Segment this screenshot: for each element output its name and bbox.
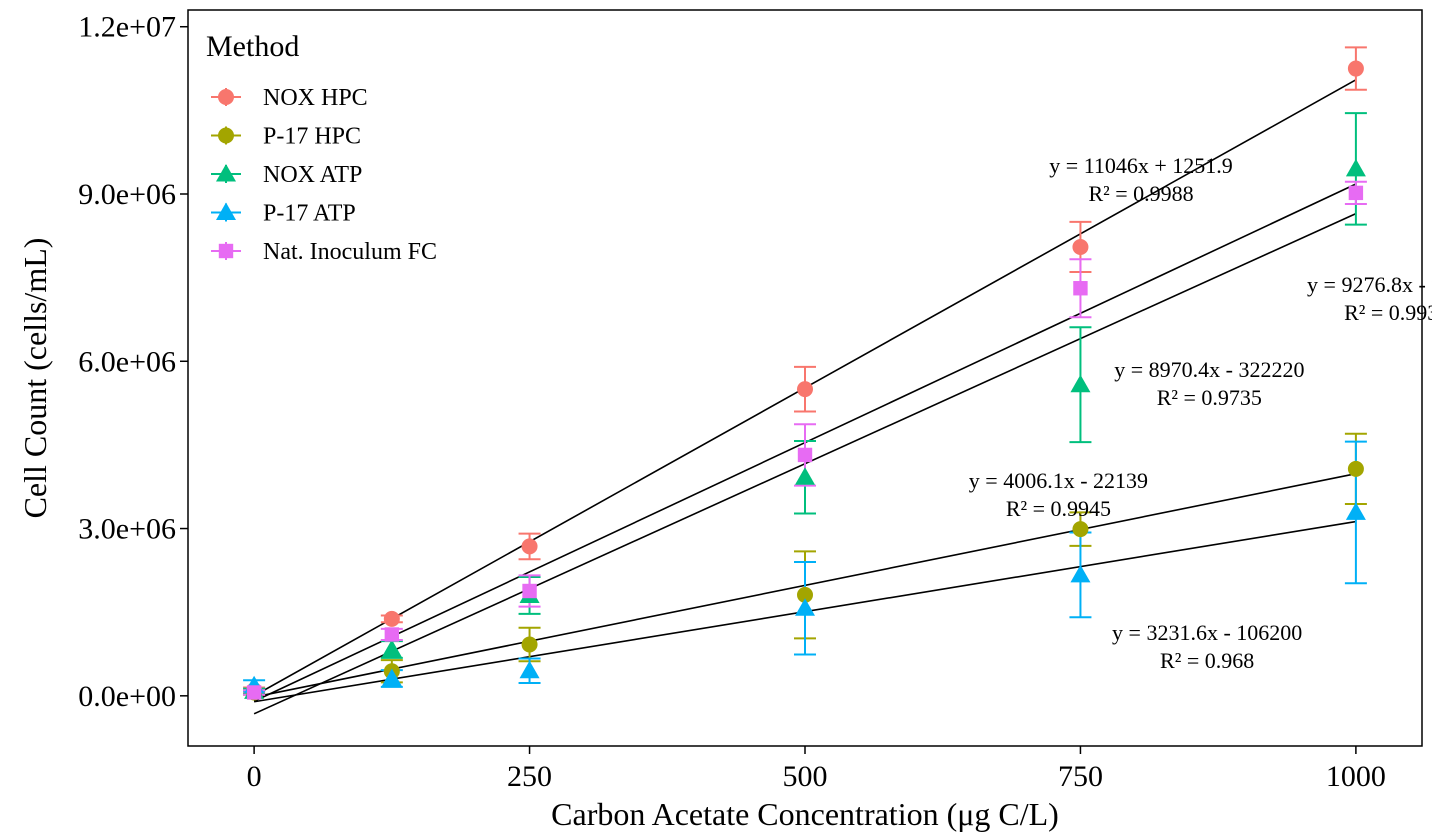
fit-equation: y = 11046x + 1251.9 xyxy=(1049,153,1233,178)
data-point xyxy=(1070,374,1091,393)
data-point xyxy=(383,610,400,627)
data-point xyxy=(1073,281,1088,296)
fit-r-squared: R² = 0.968 xyxy=(1160,648,1254,673)
fit-equation: y = 3231.6x - 106200 xyxy=(1112,620,1302,645)
y-axis-title: Cell Count (cells/mL) xyxy=(17,238,53,519)
y-tick-label: 3.0e+06 xyxy=(78,513,176,546)
x-tick-label: 250 xyxy=(507,760,552,793)
fit-r-squared: R² = 0.9735 xyxy=(1157,385,1262,410)
x-tick-label: 750 xyxy=(1058,760,1103,793)
y-axis: 0.0e+00 3.0e+06 6.0e+06 9.0e+06 1.2e+07 xyxy=(78,11,188,713)
data-point xyxy=(521,636,538,653)
data-point xyxy=(519,660,540,679)
fit-equation: y = 4006.1x - 22139 xyxy=(969,468,1148,493)
legend-item: NOX ATP xyxy=(211,162,362,188)
legend-label: P-17 ATP xyxy=(263,201,356,227)
data-point xyxy=(246,685,262,700)
data-point xyxy=(1345,502,1366,520)
data-point xyxy=(1072,238,1089,255)
legend-marker xyxy=(218,243,234,259)
data-point xyxy=(522,583,537,599)
fit-equation-labels: y = 11046x + 1251.9 R² = 0.9988 y = 9276.8… xyxy=(969,153,1432,673)
y-tick-label: 1.2e+07 xyxy=(78,11,176,44)
fit-r-squared: R² = 0.9933 xyxy=(1344,300,1432,325)
legend-marker xyxy=(218,89,234,105)
y-tick-label: 6.0e+06 xyxy=(78,345,176,378)
legend-marker xyxy=(216,164,236,182)
legend-item: P-17 HPC xyxy=(211,124,361,150)
legend-label: NOX ATP xyxy=(263,162,362,188)
fit-equation: y = 9276.8x - 97285 xyxy=(1307,272,1432,297)
x-tick-label: 500 xyxy=(783,760,828,793)
data-point xyxy=(795,467,815,485)
x-axis-title: Carbon Acetate Concentration (μg C/L) xyxy=(551,796,1059,832)
data-point xyxy=(797,447,813,463)
fit-r-squared: R² = 0.9945 xyxy=(1006,496,1111,521)
data-point xyxy=(1072,521,1089,538)
data-point xyxy=(795,598,815,616)
fit-r-squared: R² = 0.9988 xyxy=(1088,181,1193,206)
data-point xyxy=(1347,460,1364,477)
y-tick-label: 0.0e+00 xyxy=(78,680,176,713)
legend-item: Nat. Inoculum FC xyxy=(211,239,437,265)
legend-marker xyxy=(218,127,234,144)
data-point xyxy=(1347,60,1364,77)
data-point xyxy=(1348,185,1364,201)
x-tick-label: 1000 xyxy=(1326,760,1386,793)
legend-item: NOX HPC xyxy=(211,85,368,111)
data-point xyxy=(521,538,538,555)
x-axis: 0 250 500 750 1000 xyxy=(247,746,1386,793)
y-tick-label: 9.0e+06 xyxy=(78,178,176,211)
data-point xyxy=(381,668,402,687)
data-point xyxy=(1070,564,1091,583)
legend-label: Nat. Inoculum FC xyxy=(263,239,437,265)
data-point xyxy=(381,639,402,658)
legend-label: P-17 HPC xyxy=(263,124,361,150)
data-point xyxy=(384,627,400,642)
legend-title: Method xyxy=(206,30,299,63)
data-point xyxy=(797,586,813,603)
legend: Method NOX HPC P-17 HPC NOX ATP P-17 ATP Nat… xyxy=(206,30,437,265)
fit-equation: y = 8970.4x - 322220 xyxy=(1114,357,1304,382)
data-points xyxy=(244,60,1366,701)
legend-label: NOX HPC xyxy=(263,85,368,111)
x-tick-label: 0 xyxy=(247,760,262,793)
legend-item: P-17 ATP xyxy=(211,201,356,227)
legend-marker xyxy=(216,202,236,220)
data-point xyxy=(797,381,813,398)
data-point xyxy=(1345,158,1366,177)
